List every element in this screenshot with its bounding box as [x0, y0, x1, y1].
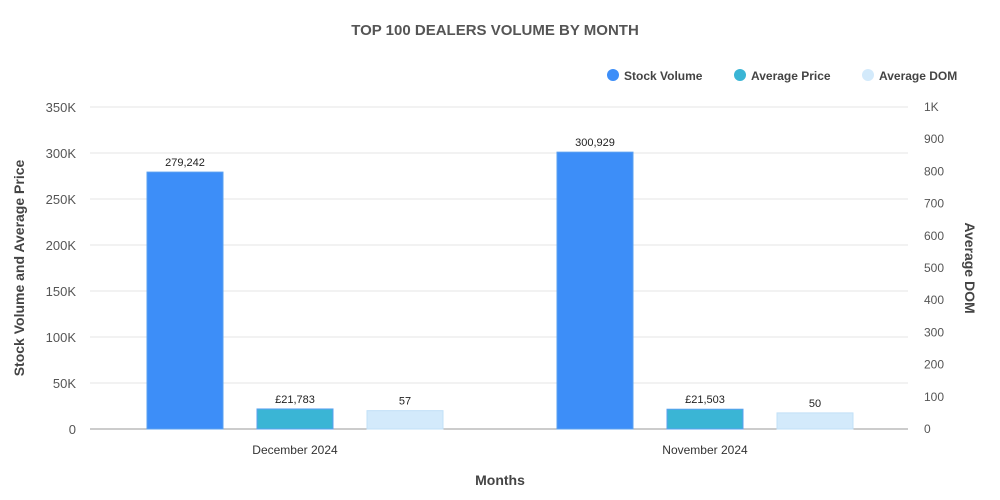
data-label-stock-volume-december-2024: 279,242	[165, 157, 205, 169]
legend-marker-stock-volume	[607, 69, 619, 81]
y-left-tick-label: 100K	[46, 330, 77, 345]
y-left-tick-label: 50K	[53, 376, 76, 391]
y-right-tick-label: 900	[924, 132, 944, 146]
y-axis-right-ticks: 0 100 200 300 400 500 600 700 800 900 1K	[924, 100, 944, 436]
legend-marker-average-dom	[862, 69, 874, 81]
y-left-tick-label: 350K	[46, 100, 77, 115]
data-label-average-price-december-2024: £21,783	[275, 394, 315, 406]
data-label-average-dom-november-2024: 50	[809, 398, 821, 410]
y-right-tick-label: 0	[924, 422, 931, 436]
bar-average-price-december-2024[interactable]	[256, 408, 334, 430]
legend-label-stock-volume: Stock Volume	[624, 69, 703, 83]
x-axis-title: Months	[475, 472, 525, 488]
data-label-stock-volume-november-2024: 300,929	[575, 137, 615, 149]
y-right-tick-label: 100	[924, 390, 944, 404]
y-right-tick-label: 500	[924, 261, 944, 275]
x-axis-categories: December 2024 November 2024	[252, 443, 748, 457]
y-right-tick-label: 400	[924, 293, 944, 307]
legend-label-average-price: Average Price	[751, 69, 831, 83]
y-axis-right-title: Average DOM	[962, 222, 978, 313]
data-label-average-dom-december-2024: 57	[399, 396, 411, 408]
bar-average-price-november-2024[interactable]	[666, 408, 744, 430]
bar-average-dom-november-2024[interactable]	[776, 412, 854, 430]
y-axis-left-ticks: 0 50K 100K 150K 200K 250K 300K 350K	[46, 100, 77, 437]
y-right-tick-label: 600	[924, 229, 944, 243]
y-left-tick-label: 300K	[46, 146, 77, 161]
y-left-tick-label: 250K	[46, 192, 77, 207]
x-category-label: November 2024	[662, 443, 748, 457]
legend-item-average-dom[interactable]: Average DOM	[862, 69, 957, 83]
legend-item-average-price[interactable]: Average Price	[734, 69, 831, 83]
data-labels: 279,242 £21,783 57 300,929 £21,503 50	[165, 137, 821, 410]
bar-stock-volume-november-2024[interactable]	[556, 151, 634, 430]
y-right-tick-label: 1K	[924, 100, 939, 114]
legend: Stock Volume Average Price Average DOM	[607, 69, 957, 83]
y-right-tick-label: 700	[924, 197, 944, 211]
bar-stock-volume-december-2024[interactable]	[146, 171, 224, 430]
legend-marker-average-price	[734, 69, 746, 81]
data-label-average-price-november-2024: £21,503	[685, 394, 725, 406]
legend-item-stock-volume[interactable]: Stock Volume	[607, 69, 703, 83]
y-left-tick-label: 200K	[46, 238, 77, 253]
chart-title: TOP 100 DEALERS VOLUME BY MONTH	[351, 22, 639, 39]
legend-label-average-dom: Average DOM	[879, 69, 957, 83]
x-category-label: December 2024	[252, 443, 338, 457]
y-right-tick-label: 800	[924, 164, 944, 178]
y-right-tick-label: 300	[924, 325, 944, 339]
y-axis-left-title: Stock Volume and Average Price	[11, 160, 27, 377]
y-left-tick-label: 150K	[46, 284, 77, 299]
bars	[146, 151, 854, 430]
y-left-tick-label: 0	[69, 422, 76, 437]
gridlines	[90, 106, 908, 430]
y-right-tick-label: 200	[924, 358, 944, 372]
bar-average-dom-december-2024[interactable]	[366, 410, 444, 430]
